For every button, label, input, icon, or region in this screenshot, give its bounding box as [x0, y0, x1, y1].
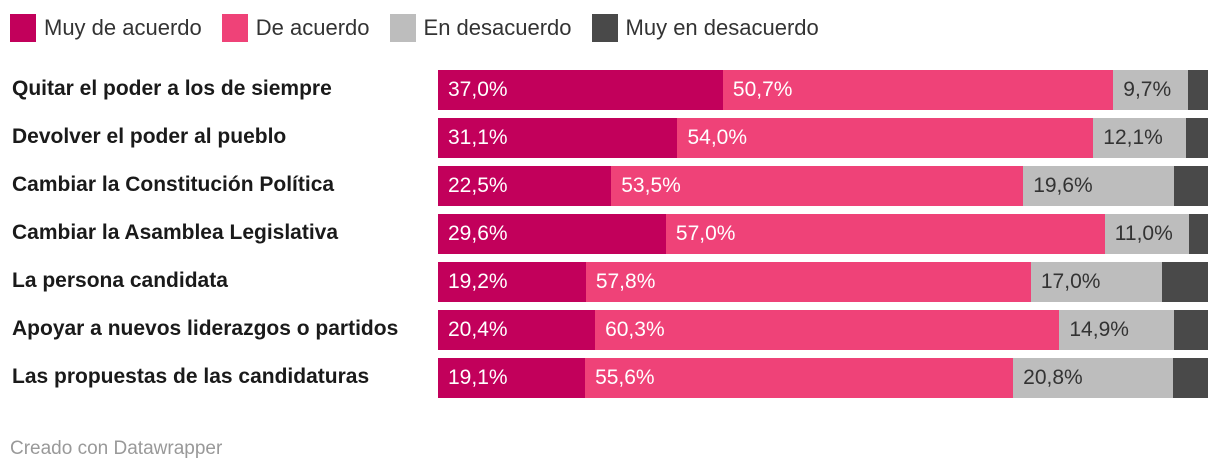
data-label: 60,3%: [605, 318, 665, 341]
bar-segment: 37,0%: [438, 70, 723, 110]
bar-segment: 12,1%: [1093, 118, 1187, 158]
data-label: 19,6%: [1033, 174, 1093, 197]
category-label: Apoyar a nuevos liderazgos o partidos: [12, 317, 399, 340]
bar-segment: 19,1%: [438, 358, 586, 398]
bar-segment: [1186, 118, 1208, 158]
bar-segment: 20,4%: [438, 310, 596, 350]
data-label: 29,6%: [448, 222, 508, 245]
category-label: La persona candidata: [12, 269, 228, 292]
bar-segment: [1187, 70, 1208, 110]
legend-label: En desacuerdo: [423, 15, 572, 40]
data-label: 55,6%: [595, 366, 655, 389]
legend-item: Muy de acuerdo: [10, 14, 202, 42]
bar-segment: 19,6%: [1023, 166, 1175, 206]
stacked-bar: 20,4% 60,3% 14,9%: [438, 310, 1208, 350]
category-label: Cambiar la Constitución Política: [12, 173, 335, 196]
bar-segment: 14,9%: [1059, 310, 1175, 350]
legend-swatch: [591, 14, 618, 42]
data-label: 50,7%: [732, 78, 793, 101]
bar-segment: 22,5%: [438, 166, 612, 206]
bar-segment: 19,2%: [438, 262, 586, 302]
bar-segment: 29,6%: [438, 214, 666, 254]
bar-segment: 60,3%: [595, 310, 1060, 350]
data-label: 22,5%: [448, 174, 508, 197]
bar-segment: [1161, 262, 1208, 302]
data-label: 20,8%: [1023, 366, 1083, 389]
legend-swatch: [10, 14, 36, 42]
bar-row: La persona candidata 19,2% 57,8% 17,0%: [0, 262, 1220, 302]
data-label: 53,5%: [621, 174, 681, 197]
data-label: 57,0%: [675, 222, 736, 245]
legend-label: Muy en desacuerdo: [625, 15, 819, 40]
category-label: Quitar el poder a los de siempre: [12, 77, 332, 100]
data-label: 20,4%: [448, 318, 508, 341]
bar-row: Devolver el poder al pueblo 31,1% 54,0% 12,…: [0, 118, 1220, 158]
footer-credit: Creado con Datawrapper: [10, 438, 223, 459]
bar-segment: [1174, 310, 1208, 350]
legend-swatch: [221, 14, 248, 42]
legend-swatch: [389, 14, 416, 42]
data-label: 37,0%: [448, 78, 508, 101]
bar-segment: 54,0%: [677, 118, 1094, 158]
legend-item: Muy en desacuerdo: [591, 14, 819, 42]
category-label: Devolver el poder al pueblo: [12, 125, 287, 148]
category-label: Las propuestas de las candidaturas: [12, 365, 370, 388]
data-label: 19,2%: [448, 270, 508, 293]
bar-segment: 57,8%: [585, 262, 1031, 302]
legend: Muy de acuerdo De acuerdo En desacuerdo Muy…: [10, 12, 839, 44]
bar-segment: 9,7%: [1113, 70, 1188, 110]
bar-segment: 11,0%: [1104, 214, 1190, 254]
bar-row: Cambiar la Asamblea Legislativa 29,6% 57,0…: [0, 214, 1220, 254]
legend-item: De acuerdo: [221, 14, 370, 42]
bar-segment: 50,7%: [722, 70, 1114, 110]
data-label: 54,0%: [687, 126, 748, 149]
stacked-bar: 29,6% 57,0% 11,0%: [438, 214, 1208, 254]
data-label: 57,8%: [595, 270, 656, 293]
bar-segment: [1189, 214, 1208, 254]
data-label: 11,0%: [1114, 222, 1173, 245]
data-label: 31,1%: [448, 126, 508, 149]
data-label: 12,1%: [1103, 126, 1163, 149]
bar-segment: 17,0%: [1030, 262, 1162, 302]
stacked-bar: 22,5% 53,5% 19,6%: [438, 166, 1208, 206]
bar-row: Cambiar la Constitución Política 22,5% 53,…: [0, 166, 1220, 206]
data-label: 19,1%: [448, 366, 508, 389]
bar-row: Las propuestas de las candidaturas 19,1% 5…: [0, 358, 1220, 398]
stacked-bar: 19,2% 57,8% 17,0%: [438, 262, 1208, 302]
bar-row: Quitar el poder a los de siempre 37,0% 50,…: [0, 70, 1220, 110]
stacked-bar: 19,1% 55,6% 20,8%: [438, 358, 1208, 398]
data-label: 17,0%: [1040, 270, 1101, 293]
legend-label: Muy de acuerdo: [44, 15, 202, 40]
category-label: Cambiar la Asamblea Legislativa: [12, 221, 339, 244]
stacked-bar: 31,1% 54,0% 12,1%: [438, 118, 1208, 158]
data-label: 14,9%: [1069, 318, 1129, 341]
bar-segment: 20,8%: [1013, 358, 1174, 398]
bar-segment: [1173, 358, 1208, 398]
bar-segment: [1174, 166, 1208, 206]
bar-segment: 31,1%: [438, 118, 678, 158]
data-label: 9,7%: [1123, 78, 1172, 101]
legend-item: En desacuerdo: [389, 14, 572, 42]
bar-segment: 57,0%: [665, 214, 1105, 254]
legend-label: De acuerdo: [255, 15, 370, 40]
bar-row: Apoyar a nuevos liderazgos o partidos 20,…: [0, 310, 1220, 350]
stacked-bar: 37,0% 50,7% 9,7%: [438, 70, 1208, 110]
bar-segment: 53,5%: [611, 166, 1024, 206]
bar-segment: 55,6%: [585, 358, 1014, 398]
